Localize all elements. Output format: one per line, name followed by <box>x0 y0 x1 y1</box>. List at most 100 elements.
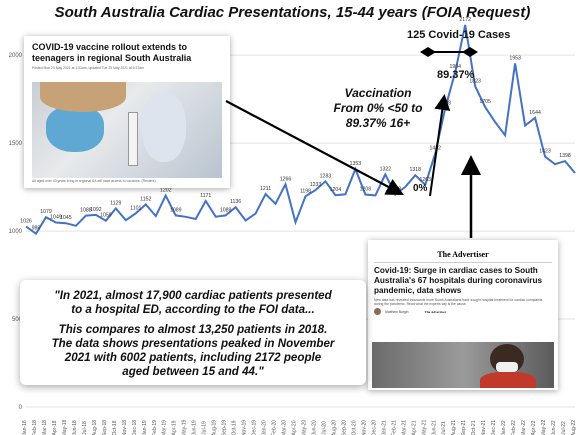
face-mask-shape <box>46 106 104 152</box>
data-label: 1398 <box>559 153 571 159</box>
article-right-masthead: The Advertiser <box>374 240 552 263</box>
x-tick-label: Feb-18 <box>32 420 38 435</box>
data-label: 1705 <box>479 99 491 105</box>
y-tick-label: 1000 <box>9 229 23 235</box>
data-label: 1208 <box>360 187 372 193</box>
article-left-headline: COVID-19 vaccine rollout extends to teen… <box>32 42 192 63</box>
glove-hand-shape <box>142 92 186 162</box>
data-label: 1423 <box>539 149 551 155</box>
data-label: 1823 <box>469 78 481 84</box>
data-label: 1059 <box>100 213 112 219</box>
article-right-source: The Advertiser <box>424 309 447 314</box>
article-right-byline: Matthew Burgin The Advertiser <box>368 308 558 316</box>
data-label: 1644 <box>529 110 541 116</box>
vaccination-line: Vaccination <box>344 86 412 100</box>
x-tick-label: May-19 <box>182 419 188 435</box>
data-label: 1953 <box>509 55 521 61</box>
data-label: 1211 <box>260 186 271 192</box>
x-tick-label: Jul-20 <box>321 421 327 435</box>
data-label: 1152 <box>140 196 151 202</box>
data-label: 2172 <box>459 17 471 23</box>
x-tick-label: Feb-19 <box>152 420 158 435</box>
data-label: 1283 <box>320 173 332 179</box>
x-tick-label: Apr-21 <box>411 420 417 435</box>
quote-line: This compares to almost 13,250 patients … <box>58 323 328 336</box>
data-label: 985 <box>32 226 41 232</box>
person-jacket-shape <box>480 372 536 388</box>
data-label: 1049 <box>50 214 62 220</box>
article-card-right: The Advertiser Covid-19: Surge in cardia… <box>368 240 558 390</box>
x-tick-label: Aug-22 <box>571 420 577 435</box>
x-tick-label: Apr-18 <box>52 420 58 435</box>
x-tick-label: Feb-20 <box>272 420 278 435</box>
data-label: 1088 <box>80 208 92 214</box>
x-tick-label: Nov-21 <box>481 420 487 435</box>
x-tick-label: Jul-19 <box>202 421 208 435</box>
x-tick-label: Sep-18 <box>102 420 108 435</box>
data-label: 1136 <box>230 199 241 205</box>
x-tick-label: May-21 <box>421 419 427 435</box>
article-card-left: COVID-19 vaccine rollout extends to teen… <box>24 36 230 188</box>
series-line <box>25 24 576 236</box>
x-tick-label: Mar-18 <box>42 420 48 435</box>
data-label: 1208 <box>390 187 402 193</box>
data-label: 1233 <box>310 182 322 188</box>
peak-pct-label: 89.37% <box>437 69 475 81</box>
data-label: 1045 <box>60 215 72 221</box>
quote-line: 2021 with 6002 patients, including 2172 … <box>64 351 322 364</box>
data-label: 1092 <box>90 207 102 213</box>
quote-box: "In 2021, almost 17,900 cardiac patients… <box>20 280 366 385</box>
data-label: 1698 <box>439 100 451 106</box>
chart-title: South Australia Cardiac Presentations, 1… <box>54 4 531 21</box>
cases-label: 125 Covid-19 Cases <box>407 29 511 41</box>
x-tick-label: Nov-18 <box>122 420 128 435</box>
data-label: 1171 <box>200 193 211 199</box>
x-tick-label: Jan-19 <box>142 420 148 435</box>
data-label: 1101 <box>130 205 141 211</box>
hair-shape <box>40 82 126 112</box>
x-tick-label: Oct-18 <box>112 420 118 435</box>
person-mask-shape <box>496 362 518 372</box>
article-right-photo <box>372 342 554 388</box>
x-tick-label: Dec-20 <box>371 420 377 435</box>
y-tick-label: 1500 <box>9 141 23 147</box>
x-tick-label: Dec-19 <box>252 420 258 435</box>
x-tick-label: Aug-20 <box>331 420 337 435</box>
quote-line: aged between 15 and 44." <box>122 365 264 378</box>
data-label: 1198 <box>300 188 311 194</box>
x-tick-label: Aug-19 <box>212 420 218 435</box>
x-tick-label: Sep-21 <box>461 420 467 435</box>
data-label: 1079 <box>40 209 52 215</box>
data-label: 1353 <box>350 161 362 167</box>
x-tick-label: Nov-20 <box>361 420 367 435</box>
x-tick-label: Feb-21 <box>391 420 397 435</box>
x-tick-label: Jan-22 <box>501 420 507 435</box>
x-tick-labels: Jan-18 Feb-18 Mar-18 Apr-18 May-18 Jun-18 Jul-… <box>22 419 577 435</box>
x-tick-label: Oct-19 <box>232 420 238 435</box>
x-tick-label: Dec-18 <box>132 420 138 435</box>
x-tick-label: Jun-21 <box>431 420 437 435</box>
x-tick-label: Sep-19 <box>222 420 228 435</box>
data-label: 1266 <box>280 176 292 182</box>
x-tick-label: Nov-19 <box>242 420 248 435</box>
data-label: 1204 <box>330 187 342 193</box>
article-left-meta: Posted Mon 24 May 2021 at 1:02am, update… <box>32 66 144 70</box>
y-tick-label: 0 <box>19 405 23 411</box>
quote-line: The data shows presentations peaked in N… <box>51 337 335 350</box>
data-label: 1263 <box>419 177 431 183</box>
x-tick-label: Jul-21 <box>441 421 447 435</box>
x-tick-label: Feb-22 <box>511 420 517 435</box>
vaccination-label: Vaccination From 0% <50 to 89.37% 16+ <box>320 86 436 131</box>
syringe-shape <box>128 112 138 166</box>
data-label: 1089 <box>220 207 232 213</box>
article-left-caption: All aged over 40 years living in regiona… <box>32 179 156 183</box>
vaccination-line: 89.37% 16+ <box>345 116 411 130</box>
x-tick-label: Apr-20 <box>292 420 298 435</box>
x-tick-label: Jan-21 <box>381 420 387 435</box>
x-tick-label: Aug-18 <box>92 420 98 435</box>
zero-pct-label: 0% <box>413 183 428 194</box>
x-tick-label: Jan-20 <box>262 420 268 435</box>
article-right-author: Matthew Burgin <box>385 309 409 314</box>
data-label: 1089 <box>170 207 182 213</box>
